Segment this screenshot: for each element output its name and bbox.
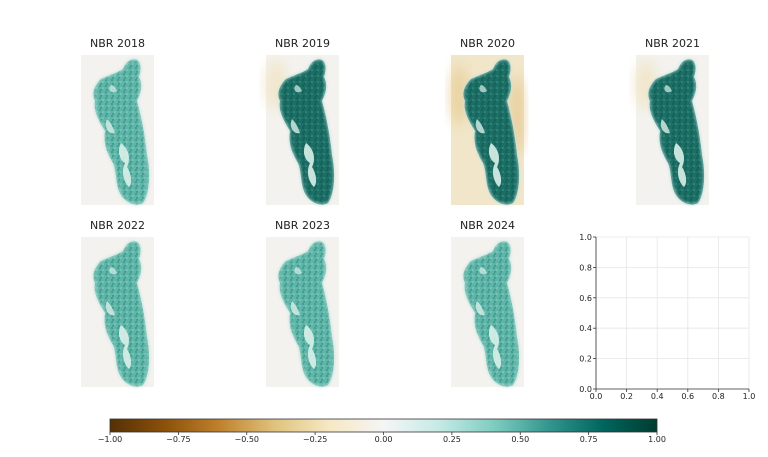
- x-tick-label: 0.8: [712, 392, 725, 401]
- nbr-panel: NBR 2019: [264, 37, 339, 206]
- lagoon-channel: [303, 143, 317, 187]
- lagoon-channel: [118, 325, 132, 369]
- lagoon-channel: [479, 85, 487, 93]
- colorbar-tick-label: −0.50: [234, 435, 259, 444]
- lagoon-channel: [109, 267, 117, 275]
- colorbar-tick-label: 0.75: [580, 435, 598, 444]
- nbr-panel: NBR 2021: [634, 37, 709, 206]
- island-edge: [277, 240, 335, 388]
- lagoon-channel: [118, 143, 132, 187]
- panels-layer: NBR 2018 NBR 2019 NBR 2020 NBR 2021 NBR 2022…: [81, 37, 709, 388]
- nbr-panel: NBR 2024: [451, 219, 524, 388]
- nbr-panel: NBR 2018: [81, 37, 154, 206]
- nbr-panel: NBR 2023: [266, 219, 339, 388]
- panel-title: NBR 2022: [90, 219, 145, 232]
- x-tick-label: 0.4: [651, 392, 664, 401]
- y-tick-label: 1.0: [579, 233, 592, 242]
- lagoon-channel: [488, 143, 502, 187]
- colorbar-tick-label: 0.50: [511, 435, 529, 444]
- lagoon-channel: [303, 325, 317, 369]
- lagoon-channel: [479, 267, 487, 275]
- lagoon-channel: [105, 301, 115, 316]
- y-tick-label: 0.0: [579, 385, 592, 394]
- colorbar-tick-label: −0.75: [166, 435, 191, 444]
- nbr-panel: NBR 2020: [449, 37, 525, 206]
- lagoon-channel: [109, 85, 117, 93]
- colorbar-gradient: [110, 419, 657, 432]
- lagoon-channel: [488, 325, 502, 369]
- lagoon-channel: [105, 119, 115, 134]
- lagoon-channel: [294, 85, 302, 93]
- island-edge: [647, 58, 705, 206]
- x-tick-label: 0.6: [681, 392, 694, 401]
- island-edge: [277, 58, 335, 206]
- lagoon-channel: [290, 301, 300, 316]
- lagoon-channel: [294, 267, 302, 275]
- lagoon-channel: [475, 301, 485, 316]
- panel-title: NBR 2018: [90, 37, 145, 50]
- lagoon-channel: [290, 119, 300, 134]
- y-tick-label: 0.8: [579, 263, 592, 272]
- island-edge: [462, 240, 520, 388]
- panel-title: NBR 2021: [645, 37, 700, 50]
- colorbar: −1.00 −0.75 −0.50 −0.25 0.00 0.25 0.50 0.75 1.00: [98, 418, 666, 444]
- island-edge: [462, 58, 520, 206]
- empty-axes: 0.0 0.2 0.4 0.6 0.8 1.0 0.0 0.2 0.4 0.6 0.8 1.0: [579, 233, 755, 401]
- y-tick-label: 0.6: [579, 294, 592, 303]
- island-edge: [92, 240, 150, 388]
- panel-title: NBR 2019: [275, 37, 330, 50]
- colorbar-tick-label: 1.00: [648, 435, 666, 444]
- panel-title: NBR 2024: [460, 219, 515, 232]
- x-tick-label: 1.0: [743, 392, 756, 401]
- panel-title: NBR 2020: [460, 37, 515, 50]
- lagoon-channel: [673, 143, 687, 187]
- colorbar-tick-label: −0.25: [303, 435, 328, 444]
- colorbar-tick-label: 0.25: [443, 435, 461, 444]
- y-tick-label: 0.2: [579, 355, 592, 364]
- haze-patch: [449, 65, 469, 125]
- colorbar-tick-label: −1.00: [98, 435, 123, 444]
- y-tick-label: 0.4: [579, 324, 592, 333]
- panel-title: NBR 2023: [275, 219, 330, 232]
- lagoon-channel: [664, 85, 672, 93]
- x-tick-label: 0.2: [620, 392, 633, 401]
- nbr-panel: NBR 2022: [81, 219, 154, 388]
- lagoon-channel: [475, 119, 485, 134]
- island-edge: [92, 58, 150, 206]
- colorbar-tick-label: 0.00: [375, 435, 393, 444]
- lagoon-channel: [660, 119, 670, 134]
- x-tick-label: 0.0: [590, 392, 603, 401]
